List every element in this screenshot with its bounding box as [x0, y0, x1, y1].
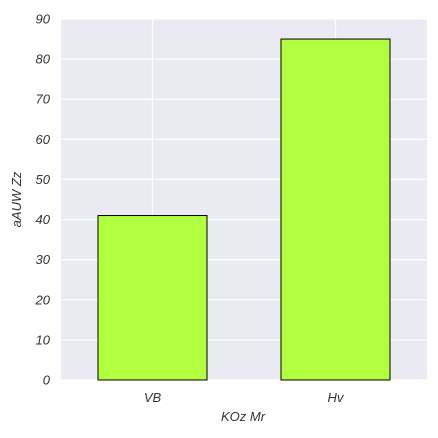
y-axis-title: aAUW Zz	[9, 171, 24, 227]
y-tick-label: 30	[36, 252, 51, 267]
y-tick-label: 90	[36, 12, 51, 27]
bar-VB	[97, 215, 208, 381]
y-tick-label: 10	[36, 332, 51, 347]
x-axis-title: KOz Mr	[221, 409, 266, 424]
y-tick-label: 60	[36, 132, 51, 147]
y-tick-label: 50	[36, 172, 51, 187]
y-tick-label: 0	[43, 373, 51, 388]
bar-Hv	[280, 38, 391, 381]
y-axis-ticks: 0 10 20 30 40 50 60 70 80 90	[35, 12, 51, 388]
y-tick-label: 80	[36, 52, 51, 67]
x-tick-label: Hv	[328, 390, 345, 405]
bars	[97, 38, 391, 381]
y-tick-label: 70	[36, 92, 51, 107]
y-tick-label: 20	[35, 292, 51, 307]
x-axis-ticks: VB Hv	[144, 390, 345, 405]
y-tick-label: 40	[36, 212, 51, 227]
x-tick-label: VB	[144, 390, 162, 405]
